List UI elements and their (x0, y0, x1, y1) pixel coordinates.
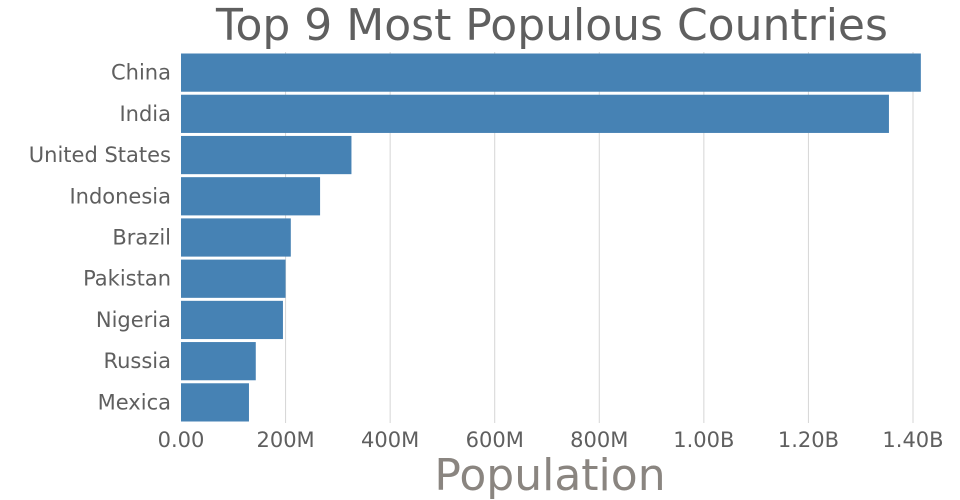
category-label: United States (29, 143, 171, 167)
category-label: Pakistan (83, 267, 171, 291)
x-tick-label: 1.20B (778, 428, 839, 452)
chart-title: Top 9 Most Populous Countries (215, 0, 888, 51)
bar-china (181, 53, 921, 92)
bar-brazil (181, 218, 291, 257)
category-label: Brazil (112, 226, 171, 250)
category-label: Russia (103, 349, 171, 373)
x-tick-label: 200M (256, 428, 314, 452)
x-tick-label: 400M (361, 428, 419, 452)
bar-pakistan (181, 259, 286, 298)
x-tick-label: 800M (570, 428, 628, 452)
x-tick-label: 1.40B (882, 428, 943, 452)
category-labels: China India United States Indonesia Brazil Pa… (29, 61, 171, 415)
x-tick-labels: 0.00 200M 400M 600M 800M 1.00B 1.20B 1.40B (158, 428, 944, 452)
category-label: China (111, 61, 171, 85)
bar-indonesia (181, 177, 321, 216)
category-label: Mexica (98, 390, 171, 414)
bar-mexica (181, 383, 249, 422)
category-label: Nigeria (96, 308, 171, 332)
x-tick-label: 0.00 (158, 428, 205, 452)
category-label: India (119, 102, 171, 126)
bar-united-states (181, 135, 352, 175)
x-tick-label: 600M (466, 428, 524, 452)
bar-nigeria (181, 300, 283, 340)
bar-russia (181, 342, 256, 381)
category-label: Indonesia (69, 184, 171, 208)
x-tick-label: 1.00B (673, 428, 734, 452)
bar-india (181, 94, 889, 133)
bars (181, 53, 921, 422)
x-axis-title: Population (434, 450, 665, 500)
